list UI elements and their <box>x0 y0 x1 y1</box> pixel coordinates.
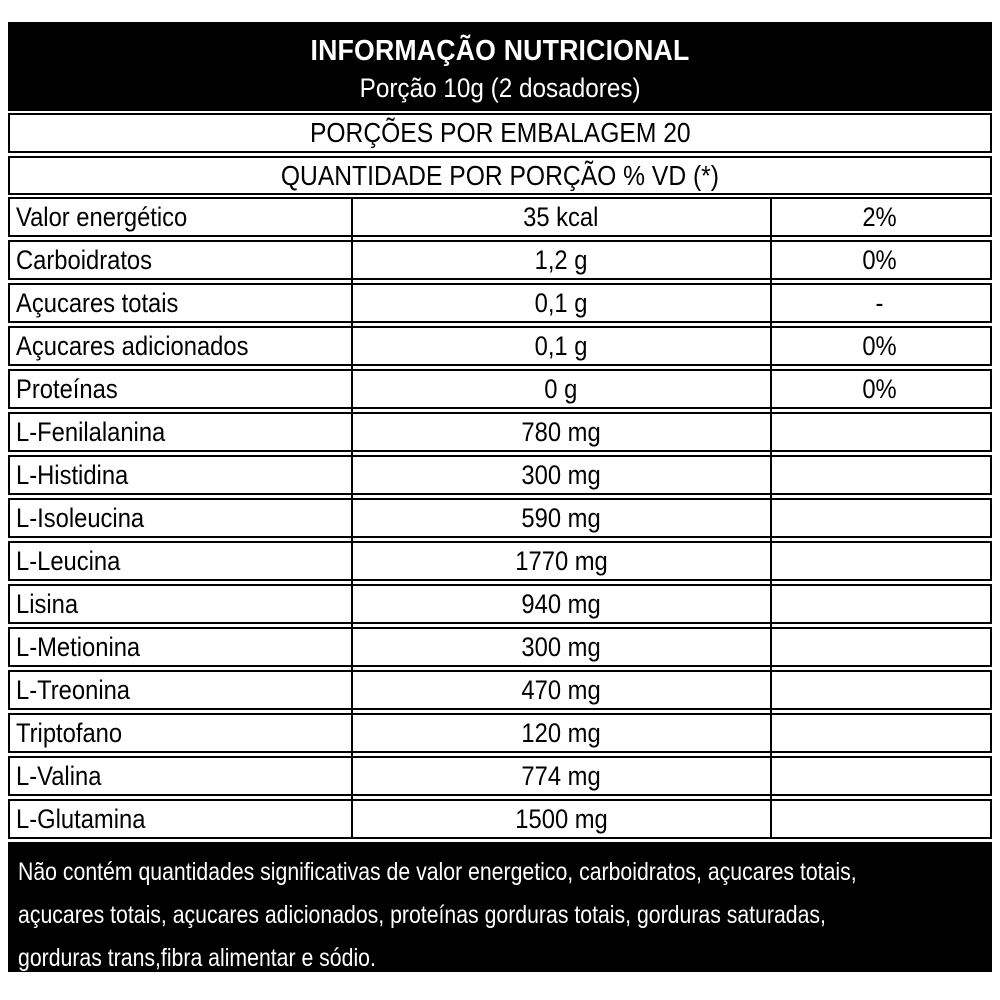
nutrient-name-cell: Carboidratos <box>16 244 153 275</box>
daily-value-cell <box>770 414 991 450</box>
daily-value-cell <box>770 500 991 536</box>
amount-cell: 35 kcal <box>523 201 599 232</box>
table-row: Carboidratos 1,2 g 0% <box>8 240 992 280</box>
amount-cell: 0,1 g <box>534 287 588 318</box>
daily-value-cell <box>770 715 991 751</box>
table-row: L-Isoleucina 590 mg <box>8 498 992 538</box>
nutrient-name-cell: L-Glutamina <box>16 803 146 834</box>
label-title: INFORMAÇÃO NUTRICIONAL <box>310 35 690 67</box>
table-row: Açucares adicionados 0,1 g 0% <box>8 326 992 366</box>
nutrient-name-cell: L-Isoleucina <box>16 502 145 533</box>
amount-cell: 300 mg <box>521 459 601 490</box>
daily-value-cell: 0% <box>862 244 897 275</box>
table-row: Açucares totais 0,1 g - <box>8 283 992 323</box>
nutrient-name-cell: L-Valina <box>16 760 102 791</box>
daily-value-cell <box>770 758 991 794</box>
daily-value-cell: 0% <box>862 373 897 404</box>
daily-value-cell: - <box>875 287 884 318</box>
footer-line: Não contém quantidades significativas de… <box>18 858 857 886</box>
nutrient-name-cell: L-Treonina <box>16 674 131 705</box>
table-row: L-Leucina 1770 mg <box>8 541 992 581</box>
amount-cell: 774 mg <box>521 760 601 791</box>
daily-value-cell <box>770 543 991 579</box>
amount-cell: 300 mg <box>521 631 601 662</box>
amount-cell: 470 mg <box>521 674 601 705</box>
table-row: Lisina 940 mg <box>8 584 992 624</box>
amount-cell: 1770 mg <box>515 545 608 576</box>
footer-disclaimer: Não contém quantidades significativas de… <box>8 842 992 972</box>
table-row: Valor energético 35 kcal 2% <box>8 197 992 237</box>
nutrient-name-cell: Valor energético <box>16 201 188 232</box>
quantity-header-band: QUANTIDADE POR PORÇÃO % VD (*) <box>8 156 992 195</box>
amount-cell: 780 mg <box>521 416 601 447</box>
nutrient-name-cell: L-Fenilalanina <box>16 416 166 447</box>
amount-cell: 0 g <box>544 373 578 404</box>
table-row: Proteínas 0 g 0% <box>8 369 992 409</box>
daily-value-cell <box>770 586 991 622</box>
daily-value-cell: 0% <box>862 330 897 361</box>
table-row: L-Glutamina 1500 mg <box>8 799 992 839</box>
daily-value-cell <box>770 672 991 708</box>
nutrient-name-cell: Açucares adicionados <box>16 330 249 361</box>
column-divider-left <box>351 197 354 839</box>
quantity-header-text: QUANTIDADE POR PORÇÃO % VD (*) <box>280 159 720 191</box>
nutrient-name-cell: L-Leucina <box>16 545 121 576</box>
nutrient-name-cell: Açucares totais <box>16 287 179 318</box>
servings-per-package-band: PORÇÕES POR EMBALAGEM 20 <box>8 113 992 153</box>
daily-value-cell <box>770 629 991 665</box>
amount-cell: 1500 mg <box>515 803 608 834</box>
table-row: L-Fenilalanina 780 mg <box>8 412 992 452</box>
table-row: L-Metionina 300 mg <box>8 627 992 667</box>
nutrient-name-cell: Lisina <box>16 588 79 619</box>
serving-size: Porção 10g (2 dosadores) <box>359 73 641 103</box>
footer-line: gorduras trans,fibra alimentar e sódio. <box>18 944 376 972</box>
header-band: INFORMAÇÃO NUTRICIONAL Porção 10g (2 dos… <box>8 22 992 111</box>
daily-value-cell <box>770 801 991 837</box>
nutrition-rows: Valor energético 35 kcal 2% Carboidratos… <box>8 197 992 839</box>
amount-cell: 0,1 g <box>534 330 588 361</box>
table-row: L-Treonina 470 mg <box>8 670 992 710</box>
servings-per-package-text: PORÇÕES POR EMBALAGEM 20 <box>309 117 691 148</box>
amount-cell: 120 mg <box>521 717 601 748</box>
amount-cell: 940 mg <box>521 588 601 619</box>
table-row: L-Histidina 300 mg <box>8 455 992 495</box>
daily-value-cell <box>770 457 991 493</box>
column-divider-right <box>769 197 772 839</box>
nutrient-name-cell: Proteínas <box>16 373 118 404</box>
amount-cell: 1,2 g <box>534 244 588 275</box>
table-row: Triptofano 120 mg <box>8 713 992 753</box>
footer-line: açucares totais, açucares adicionados, p… <box>18 901 826 929</box>
table-row: L-Valina 774 mg <box>8 756 992 796</box>
nutrient-name-cell: Triptofano <box>16 717 123 748</box>
amount-cell: 590 mg <box>521 502 601 533</box>
daily-value-cell: 2% <box>862 201 897 232</box>
nutrient-name-cell: L-Metionina <box>16 631 141 662</box>
nutrient-name-cell: L-Histidina <box>16 459 129 490</box>
